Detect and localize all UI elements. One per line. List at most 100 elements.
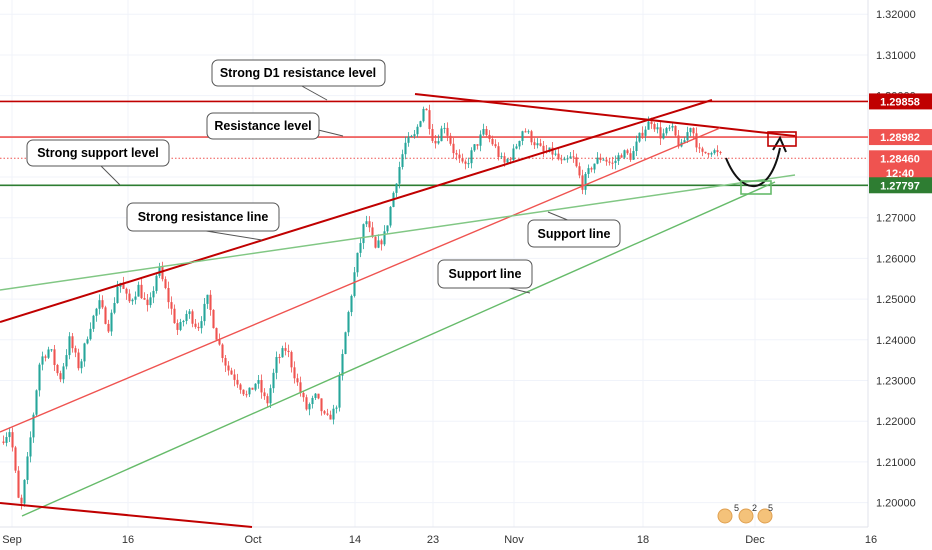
candle-body	[665, 128, 668, 134]
y-tick-label: 1.20000	[876, 498, 916, 510]
candle-body	[575, 157, 578, 167]
us-event-badge[interactable]: 5	[717, 503, 739, 524]
candle-body	[278, 356, 281, 358]
candle-body	[170, 302, 173, 309]
candle-body	[467, 163, 470, 165]
candle-body	[74, 348, 77, 353]
callout-strong-d1-resistance: Strong D1 resistance level	[211, 59, 386, 101]
candle-body	[29, 437, 32, 457]
candle-body	[629, 153, 632, 160]
triangle-top-line	[414, 93, 796, 137]
candle-body	[161, 266, 164, 280]
lower-support-line	[21, 181, 776, 517]
candle-body	[17, 470, 20, 498]
candle-body	[668, 127, 671, 129]
candle-body	[554, 153, 557, 155]
candle-body	[710, 153, 713, 155]
candle-body	[134, 296, 137, 300]
candle-body	[674, 125, 677, 136]
candle-body	[164, 279, 167, 288]
x-tick-label: 23	[427, 534, 439, 546]
candle-body	[347, 312, 350, 333]
candle-body	[479, 134, 482, 146]
candle-body	[335, 407, 338, 409]
candle-body	[647, 121, 650, 130]
candle-body	[290, 352, 293, 368]
candle-body	[77, 352, 80, 369]
x-tick-label: 18	[637, 534, 649, 546]
candle-body	[536, 143, 539, 146]
candle-body	[530, 131, 533, 143]
candle-body	[146, 299, 149, 306]
uk-event-badge[interactable]: 2	[738, 503, 757, 524]
candle-body	[227, 365, 230, 371]
x-tick-label: Oct	[244, 534, 261, 546]
candle-body	[443, 127, 446, 129]
event-count: 5	[768, 503, 773, 513]
candle-body	[431, 129, 434, 141]
price-tag	[869, 164, 932, 181]
candle-body	[293, 367, 296, 379]
callout-resistance-level: Resistance level	[206, 112, 344, 140]
candle-body	[308, 404, 311, 410]
candle-body	[314, 393, 317, 398]
callout-label: Strong resistance line	[138, 210, 269, 224]
candle-body	[266, 396, 269, 404]
x-tick-label: 16	[865, 534, 877, 546]
candle-body	[158, 266, 161, 276]
candle-body	[503, 156, 506, 163]
candle-body	[179, 322, 182, 330]
candle-body	[602, 159, 605, 161]
upper-support-line	[0, 174, 796, 291]
candle-body	[452, 143, 455, 154]
candle-body	[233, 374, 236, 380]
candle-body	[446, 127, 449, 136]
candle-body	[38, 364, 41, 391]
candle-body	[224, 358, 227, 366]
candle-body	[53, 349, 56, 365]
candle-body	[407, 136, 410, 143]
candle-body	[275, 356, 278, 373]
candle-body	[206, 294, 209, 304]
projection	[725, 131, 797, 195]
strong-resistance-line	[0, 99, 713, 323]
candle-body	[689, 128, 692, 133]
candle-body	[473, 144, 476, 151]
candle-body	[557, 153, 560, 160]
candle-body	[395, 183, 398, 193]
event-badges[interactable]: 5 2 5	[717, 503, 773, 524]
candle-body	[590, 168, 593, 170]
candle-body	[152, 290, 155, 298]
candle-body	[35, 390, 38, 415]
candle-body	[353, 272, 356, 296]
candle-body	[716, 150, 719, 153]
candle-body	[542, 145, 545, 152]
candle-body	[623, 150, 626, 158]
candle-body	[434, 140, 437, 144]
candle-body	[632, 151, 635, 160]
candle-body	[260, 380, 263, 393]
candle-body	[440, 128, 443, 142]
candle-body	[173, 308, 176, 324]
candle-body	[197, 326, 200, 329]
candle-body	[299, 382, 302, 393]
candle-body	[425, 108, 428, 111]
candle-body	[47, 349, 50, 358]
bottom-resistance-line	[0, 502, 253, 528]
uk-event-badge-2[interactable]: 5	[757, 503, 773, 524]
y-tick-label: 1.25000	[876, 294, 916, 306]
candle-body	[65, 355, 68, 367]
x-tick-label: Sep	[2, 534, 22, 546]
candle-body	[584, 173, 587, 190]
candle-body	[455, 153, 458, 155]
candle-body	[263, 392, 266, 397]
time-axis[interactable]: Sep 16 Oct 14 23 Nov 18 Dec 16	[2, 534, 877, 546]
candle-body	[209, 294, 212, 310]
candle-body	[245, 394, 248, 396]
candle-body	[719, 152, 722, 154]
candle-body	[494, 144, 497, 147]
candle-body	[203, 303, 206, 322]
candle-body	[332, 408, 335, 420]
price-tag-label: 1.28460	[880, 153, 920, 165]
